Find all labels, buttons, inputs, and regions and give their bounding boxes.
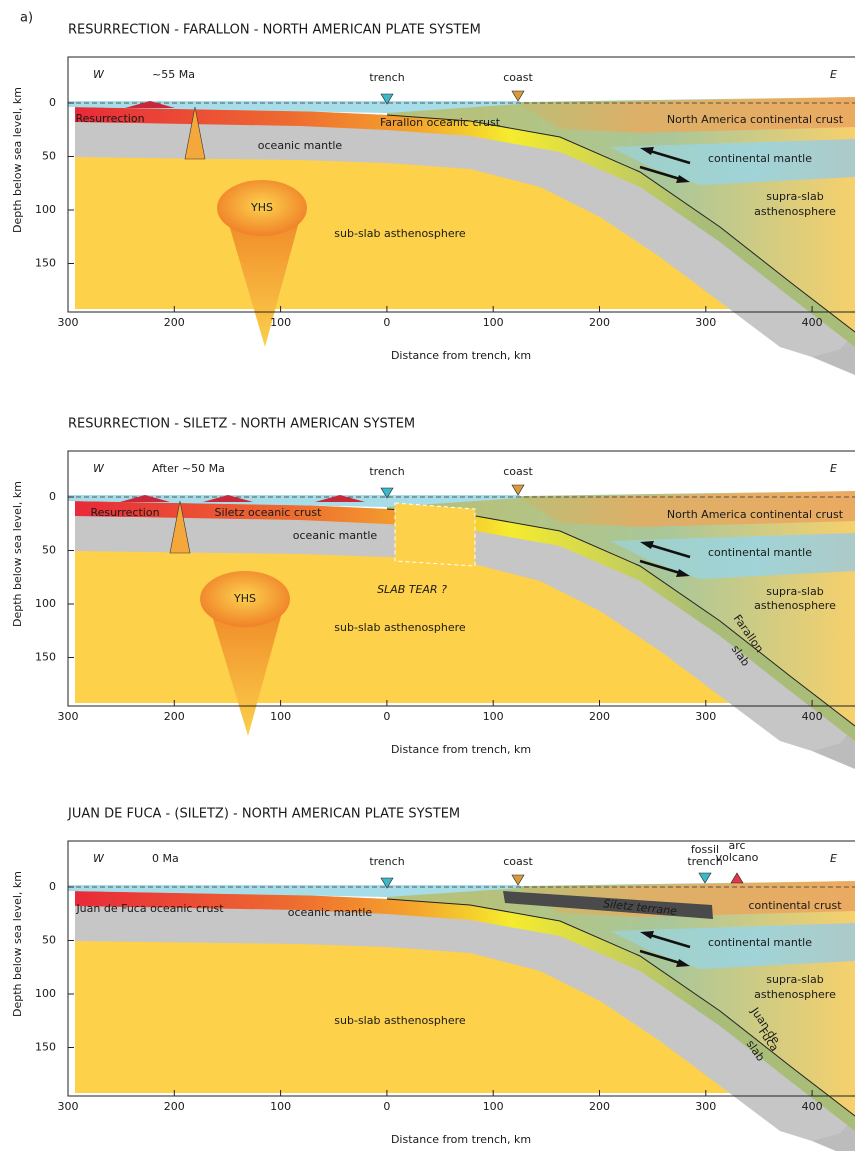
- y-tick-label: 150: [35, 257, 56, 270]
- x-tick-label: 200: [164, 710, 185, 723]
- east-label: E: [830, 462, 837, 475]
- x-tick-label: 100: [270, 316, 291, 329]
- panel-title: RESURRECTION - SILETZ - NORTH AMERICAN S…: [68, 417, 415, 432]
- trench-label: trench: [369, 855, 404, 868]
- cross-section-panel: RESURRECTION - FARALLON - NORTH AMERICAN…: [11, 23, 855, 376]
- coast-marker: [512, 875, 524, 885]
- layer-label: asthenosphere: [754, 988, 836, 1001]
- x-tick-label: 200: [589, 710, 610, 723]
- layer-label: continental crust: [748, 899, 842, 912]
- layer-label: volcano: [716, 851, 759, 864]
- layer-label: YHS: [250, 201, 273, 214]
- x-tick-label: 0: [383, 316, 390, 329]
- x-tick-label: 100: [270, 710, 291, 723]
- y-tick-label: 0: [49, 880, 56, 893]
- x-tick-label: 400: [802, 1100, 823, 1113]
- layer-label: North America continental crust: [667, 113, 844, 126]
- layer-label: supra-slab: [766, 190, 823, 203]
- x-tick-label: 300: [695, 710, 716, 723]
- y-tick-label: 50: [42, 544, 56, 557]
- west-label: W: [93, 68, 105, 81]
- x-tick-label: 100: [483, 710, 504, 723]
- layer-label: oceanic mantle: [293, 529, 378, 542]
- coast-label: coast: [503, 71, 533, 84]
- y-axis-label: Depth below sea level, km: [11, 87, 24, 233]
- x-tick-label: 300: [58, 316, 79, 329]
- east-label: E: [830, 852, 837, 865]
- layer-label: North America continental crust: [667, 508, 844, 521]
- layer-label: asthenosphere: [754, 599, 836, 612]
- layer-label: continental mantle: [708, 546, 812, 559]
- y-tick-label: 150: [35, 1041, 56, 1054]
- layer-label: Farallon oceanic crust: [380, 116, 501, 129]
- cross-section-panel: RESURRECTION - SILETZ - NORTH AMERICAN S…: [11, 417, 855, 770]
- y-tick-label: 50: [42, 934, 56, 947]
- layer-label: Juan de Fuca oceanic crust: [75, 902, 224, 915]
- panel-title: JUAN DE FUCA - (SILETZ) - NORTH AMERICAN…: [67, 807, 460, 822]
- layer-label: supra-slab: [766, 973, 823, 986]
- layer-label: asthenosphere: [754, 205, 836, 218]
- west-label: W: [93, 462, 105, 475]
- coast-label: coast: [503, 465, 533, 478]
- figure: a) RESURRECTION - FARALLON - NORTH AMERI…: [0, 0, 855, 1151]
- y-tick-label: 0: [49, 490, 56, 503]
- layer-label: sub-slab asthenosphere: [334, 227, 466, 240]
- x-tick-label: 200: [164, 316, 185, 329]
- west-label: W: [93, 852, 105, 865]
- x-axis-label: Distance from trench, km: [391, 743, 531, 756]
- fossil-trench-marker: [699, 873, 711, 883]
- layer-label: oceanic mantle: [288, 906, 373, 919]
- x-tick-label: 0: [383, 1100, 390, 1113]
- slab-tear: [395, 503, 475, 566]
- trench-label: trench: [369, 465, 404, 478]
- y-tick-label: 100: [35, 597, 56, 610]
- trench-label: trench: [369, 71, 404, 84]
- x-tick-label: 200: [589, 1100, 610, 1113]
- coast-label: coast: [503, 855, 533, 868]
- layer-label: oceanic mantle: [258, 139, 343, 152]
- layer-label: sub-slab asthenosphere: [334, 1014, 466, 1027]
- layer-label: Resurrection: [75, 112, 144, 125]
- x-axis-label: Distance from trench, km: [391, 1133, 531, 1146]
- y-axis-label: Depth below sea level, km: [11, 871, 24, 1017]
- layer-label: Siletz oceanic crust: [215, 506, 323, 519]
- layer-label: continental mantle: [708, 152, 812, 165]
- x-tick-label: 300: [58, 1100, 79, 1113]
- x-tick-label: 400: [802, 710, 823, 723]
- layer-label: sub-slab asthenosphere: [334, 621, 466, 634]
- y-tick-label: 150: [35, 651, 56, 664]
- age-label: After ~50 Ma: [152, 462, 225, 475]
- y-tick-label: 50: [42, 150, 56, 163]
- figure-label: a): [20, 11, 33, 26]
- y-tick-label: 0: [49, 96, 56, 109]
- x-tick-label: 400: [802, 316, 823, 329]
- x-tick-label: 0: [383, 710, 390, 723]
- coast-marker: [512, 91, 524, 101]
- age-label: 0 Ma: [152, 852, 179, 865]
- layer-label: SLAB TEAR ?: [377, 583, 447, 596]
- y-tick-label: 100: [35, 203, 56, 216]
- x-tick-label: 200: [589, 316, 610, 329]
- age-label: ~55 Ma: [152, 68, 195, 81]
- layer-label: supra-slab: [766, 585, 823, 598]
- x-tick-label: 300: [695, 1100, 716, 1113]
- x-tick-label: 100: [483, 316, 504, 329]
- layer-label: continental mantle: [708, 936, 812, 949]
- east-label: E: [830, 68, 837, 81]
- layer-label: YHS: [233, 592, 256, 605]
- arc-volcano-marker: [731, 873, 743, 883]
- y-axis-label: Depth below sea level, km: [11, 481, 24, 627]
- x-tick-label: 100: [483, 1100, 504, 1113]
- x-tick-label: 100: [270, 1100, 291, 1113]
- x-axis-label: Distance from trench, km: [391, 349, 531, 362]
- cross-section-panel: JUAN DE FUCA - (SILETZ) - NORTH AMERICAN…: [11, 807, 855, 1151]
- y-tick-label: 100: [35, 987, 56, 1000]
- layer-label: Resurrection: [90, 506, 159, 519]
- x-tick-label: 300: [695, 316, 716, 329]
- coast-marker: [512, 485, 524, 495]
- x-tick-label: 200: [164, 1100, 185, 1113]
- x-tick-label: 300: [58, 710, 79, 723]
- panel-title: RESURRECTION - FARALLON - NORTH AMERICAN…: [68, 23, 481, 38]
